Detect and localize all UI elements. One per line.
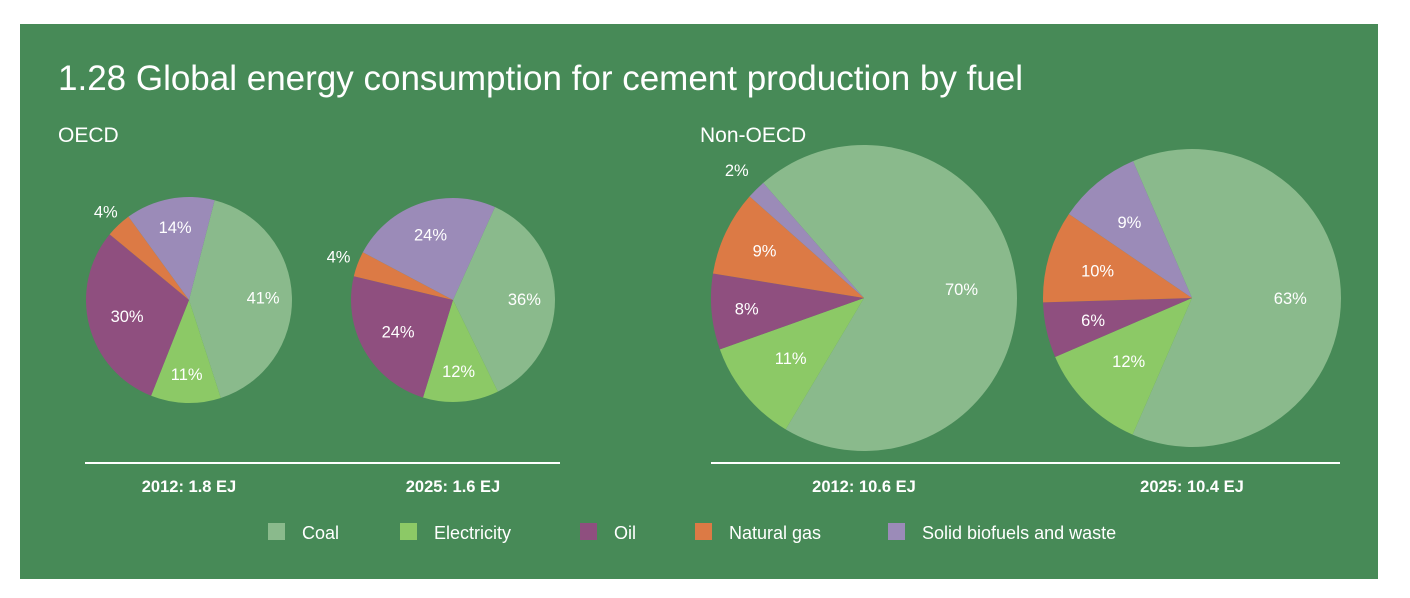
pie-caption: 2025: 1.6 EJ bbox=[406, 478, 501, 496]
slice-label-electricity: 11% bbox=[775, 350, 807, 368]
pie-caption: 2012: 1.8 EJ bbox=[142, 478, 237, 496]
pie-slice-coal bbox=[189, 200, 292, 398]
slice-label-natural-gas: 10% bbox=[1081, 262, 1114, 280]
slice-label-coal: 63% bbox=[1274, 290, 1307, 308]
legend-swatch bbox=[268, 523, 285, 540]
slice-label-natural-gas: 4% bbox=[94, 203, 118, 221]
pie-non-oecd-2025: 63% 12% 6% 10% 9% 2025: 10.4 EJ bbox=[1043, 148, 1342, 496]
pie-slice-electricity bbox=[719, 298, 864, 430]
pie-slice-natural-gas bbox=[353, 252, 453, 300]
legend-label: Electricity bbox=[434, 523, 511, 543]
slice-label-oil: 24% bbox=[382, 323, 415, 341]
legend-label: Coal bbox=[302, 523, 339, 543]
slice-label-electricity: 11% bbox=[171, 366, 203, 384]
slice-label-natural-gas: 4% bbox=[327, 249, 351, 267]
pie-slice-solid-biofuels-and-waste bbox=[1068, 161, 1192, 298]
legend-label: Oil bbox=[614, 523, 636, 543]
slice-label-electricity: 12% bbox=[442, 363, 475, 381]
chart-title: 1.28 Global energy consumption for cemen… bbox=[58, 59, 1023, 98]
slice-label-oil: 8% bbox=[735, 301, 759, 319]
pie-slice-electricity bbox=[423, 300, 498, 402]
pie-caption: 2025: 10.4 EJ bbox=[1140, 478, 1244, 496]
pie-charts-figure: 1.28 Global energy consumption for cemen… bbox=[58, 59, 1342, 543]
slice-label-coal: 70% bbox=[945, 281, 978, 299]
legend-item-solid-biofuels-and-waste: Solid biofuels and waste bbox=[888, 523, 1116, 543]
pie-slice-oil bbox=[1043, 298, 1192, 357]
slice-label-oil: 6% bbox=[1081, 312, 1105, 330]
slice-label-solid-biofuels-and-waste: 14% bbox=[159, 219, 192, 237]
slice-label-natural-gas: 9% bbox=[753, 243, 777, 261]
legend-swatch bbox=[580, 523, 597, 540]
pie-slice-solid-biofuels-and-waste bbox=[749, 182, 864, 298]
pie-slice-solid-biofuels-and-waste bbox=[128, 197, 215, 300]
legend-swatch bbox=[888, 523, 905, 540]
legend-label: Solid biofuels and waste bbox=[922, 523, 1116, 543]
slice-label-solid-biofuels-and-waste: 9% bbox=[1117, 214, 1141, 232]
pie-slice-solid-biofuels-and-waste bbox=[362, 198, 495, 300]
chart-panel: 1.28 Global energy consumption for cemen… bbox=[20, 24, 1378, 579]
slice-label-coal: 41% bbox=[247, 290, 280, 308]
slice-label-coal: 36% bbox=[508, 291, 541, 309]
legend-item-oil: Oil bbox=[580, 523, 636, 543]
legend-swatch bbox=[400, 523, 417, 540]
pie-oecd-2025: 36% 12% 24% 4% 24% 2025: 1.6 EJ bbox=[327, 198, 555, 496]
legend-swatch bbox=[695, 523, 712, 540]
slice-label-solid-biofuels-and-waste: 24% bbox=[414, 226, 447, 244]
legend-item-natural-gas: Natural gas bbox=[695, 523, 821, 543]
legend-item-coal: Coal bbox=[268, 523, 339, 543]
pie-slice-natural-gas bbox=[1043, 214, 1192, 303]
pie-slice-natural-gas bbox=[109, 216, 189, 300]
legend: Coal Electricity Oil Natural gas Solid biofu… bbox=[268, 523, 1116, 543]
pie-non-oecd-2012: 70% 11% 8% 9% 2% 2012: 10.6 EJ bbox=[711, 144, 1018, 496]
pies-layer: 41% 11% 30% 4% 14% 2012: 1.8 EJ 36% 12% 24% 4% 24%… bbox=[86, 144, 1342, 496]
pie-slice-electricity bbox=[151, 300, 221, 404]
pie-slice-coal bbox=[1132, 148, 1342, 447]
pie-slice-oil bbox=[86, 234, 189, 396]
pie-slice-oil bbox=[711, 273, 864, 350]
pie-slice-oil bbox=[351, 276, 453, 398]
legend-item-electricity: Electricity bbox=[400, 523, 511, 543]
pie-slice-electricity bbox=[1055, 298, 1192, 435]
pie-oecd-2012: 41% 11% 30% 4% 14% 2012: 1.8 EJ bbox=[86, 197, 292, 496]
pie-slice-natural-gas bbox=[712, 196, 864, 298]
slice-label-electricity: 12% bbox=[1112, 353, 1145, 371]
pie-caption: 2012: 10.6 EJ bbox=[812, 478, 916, 496]
pie-slice-coal bbox=[453, 207, 555, 392]
legend-label: Natural gas bbox=[729, 523, 821, 543]
group-label-oecd: OECD bbox=[58, 124, 119, 147]
slice-label-solid-biofuels-and-waste: 2% bbox=[725, 162, 749, 180]
group-label-non-oecd: Non-OECD bbox=[700, 124, 806, 147]
pie-slice-coal bbox=[763, 144, 1018, 451]
slice-label-oil: 30% bbox=[111, 308, 144, 326]
